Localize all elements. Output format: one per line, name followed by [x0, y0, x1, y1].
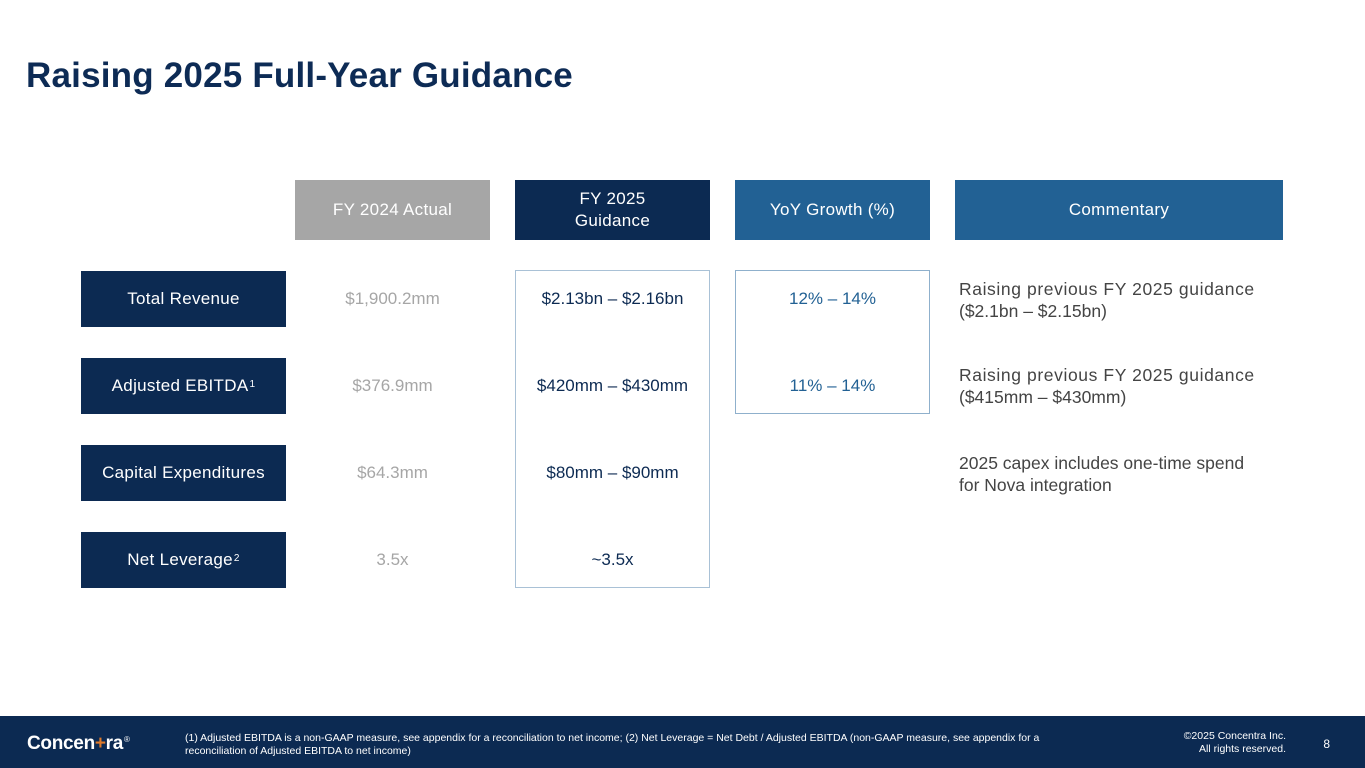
cell-growth-total-revenue: 12% – 14%	[789, 289, 876, 308]
column-header-label: FY 2025 Guidance	[575, 188, 650, 232]
page-number: 8	[1323, 737, 1330, 751]
row-label-adjusted-ebitda: Adjusted EBITDA 1	[81, 358, 286, 414]
logo-text-end: ra	[105, 733, 124, 754]
growth-column-outline	[735, 270, 930, 414]
comment-line2: ($415mm – $430mm)	[959, 387, 1127, 407]
comment-line1: Raising previous FY 2025 guidance	[959, 279, 1255, 299]
comment-total-revenue: Raising previous FY 2025 guidance ($2.1b…	[959, 278, 1279, 322]
cell-actual-net-leverage: 3.5x	[376, 550, 409, 569]
column-header-label-line2: Guidance	[574, 211, 651, 230]
cell-actual-capital-expenditures: $64.3mm	[357, 463, 428, 482]
row-label-text: Capital Expenditures	[102, 463, 265, 482]
cell-actual-total-revenue: $1,900.2mm	[345, 289, 440, 308]
row-label-text: Adjusted EBITDA	[111, 376, 249, 395]
row-label-text: Total Revenue	[127, 289, 240, 308]
registered-mark: ®	[124, 734, 130, 744]
column-header-label: Commentary	[1068, 200, 1170, 219]
copyright-line2: All rights reserved.	[1199, 743, 1286, 755]
column-header-fy2025-guidance: FY 2025 Guidance	[515, 180, 710, 240]
logo-text-start: Concen	[27, 733, 95, 754]
comment-line1: 2025 capex includes one-time spend	[959, 453, 1245, 473]
cell-guidance-capital-expenditures: $80mm – $90mm	[546, 463, 679, 482]
logo-cross-icon: +	[94, 733, 106, 754]
cell-guidance-total-revenue: $2.13bn – $2.16bn	[541, 289, 684, 308]
column-header-commentary: Commentary	[955, 180, 1283, 240]
footer-bar: Concen+ra® (1) Adjusted EBITDA is a non-…	[0, 716, 1365, 768]
comment-adjusted-ebitda: Raising previous FY 2025 guidance ($415m…	[959, 364, 1279, 408]
cell-growth-adjusted-ebitda: 11% – 14%	[789, 376, 876, 395]
cell-guidance-adjusted-ebitda: $420mm – $430mm	[536, 376, 689, 395]
concentra-logo: Concen+ra®	[27, 733, 130, 755]
copyright-line1: ©2025 Concentra Inc.	[1183, 730, 1286, 742]
row-label-total-revenue: Total Revenue	[81, 271, 286, 327]
comment-line1: Raising previous FY 2025 guidance	[959, 365, 1255, 385]
cell-actual-adjusted-ebitda: $376.9mm	[352, 376, 433, 395]
comment-line2: ($2.1bn – $2.15bn)	[959, 301, 1107, 321]
footnote-marker: 2	[233, 552, 240, 564]
row-label-capital-expenditures: Capital Expenditures	[81, 445, 286, 501]
column-header-label: FY 2024 Actual	[332, 200, 453, 219]
guidance-column-outline	[515, 270, 710, 588]
footnote-text: (1) Adjusted EBITDA is a non-GAAP measur…	[185, 732, 1040, 757]
cell-guidance-net-leverage: ~3.5x	[591, 550, 634, 569]
comment-capital-expenditures: 2025 capex includes one-time spend for N…	[959, 452, 1279, 496]
column-header-label-line1: FY 2025	[579, 189, 646, 208]
comment-line2: for Nova integration	[959, 475, 1112, 495]
footnote-marker: 1	[249, 378, 256, 390]
column-header-yoy-growth: YoY Growth (%)	[735, 180, 930, 240]
row-label-net-leverage: Net Leverage 2	[81, 532, 286, 588]
copyright-notice: ©2025 Concentra Inc. All rights reserved…	[1184, 730, 1286, 756]
row-label-text: Net Leverage	[127, 550, 233, 569]
column-header-label: YoY Growth (%)	[769, 200, 896, 219]
column-header-fy2024-actual: FY 2024 Actual	[295, 180, 490, 240]
page-title: Raising 2025 Full-Year Guidance	[26, 56, 573, 95]
